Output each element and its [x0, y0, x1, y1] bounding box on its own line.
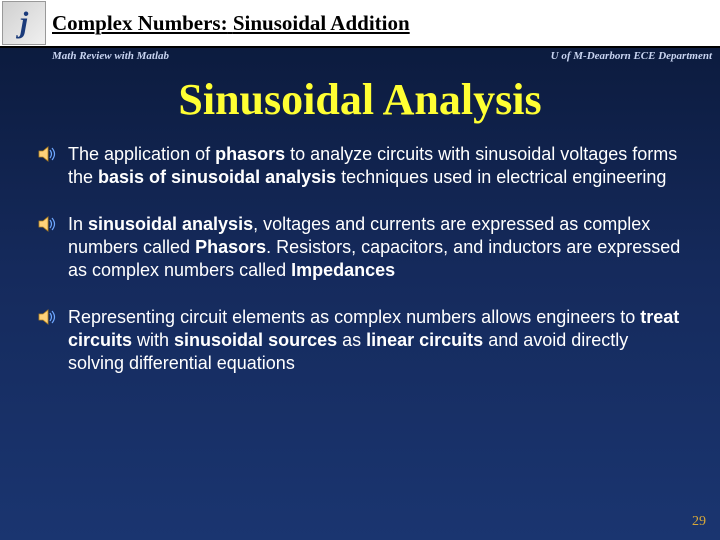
header-title: Complex Numbers: Sinusoidal Addition — [52, 11, 410, 36]
logo-text: j — [20, 6, 28, 40]
subheader-right: U of M-Dearborn ECE Department — [551, 50, 712, 62]
bullet-text: The application of phasors to analyze ci… — [68, 144, 677, 187]
speaker-icon[interactable] — [38, 145, 60, 163]
bullet-text: In sinusoidal analysis, voltages and cur… — [68, 214, 680, 280]
bullet-item: In sinusoidal analysis, voltages and cur… — [68, 213, 682, 282]
page-number: 29 — [692, 514, 706, 530]
header-title-prefix: Complex Numbers: — [52, 11, 228, 35]
bullet-item: Representing circuit elements as complex… — [68, 306, 682, 375]
content-area: The application of phasors to analyze ci… — [0, 143, 720, 375]
subheader-left: Math Review with Matlab — [52, 50, 169, 62]
speaker-icon[interactable] — [38, 308, 60, 326]
page-title: Sinusoidal Analysis — [0, 74, 720, 125]
subheader: Math Review with Matlab U of M-Dearborn … — [0, 48, 720, 62]
header-title-suffix: Sinusoidal Addition — [233, 11, 410, 35]
speaker-icon[interactable] — [38, 215, 60, 233]
logo-badge: j — [2, 1, 46, 45]
header-bar: j Complex Numbers: Sinusoidal Addition — [0, 0, 720, 48]
bullet-text: Representing circuit elements as complex… — [68, 307, 679, 373]
bullet-item: The application of phasors to analyze ci… — [68, 143, 682, 189]
